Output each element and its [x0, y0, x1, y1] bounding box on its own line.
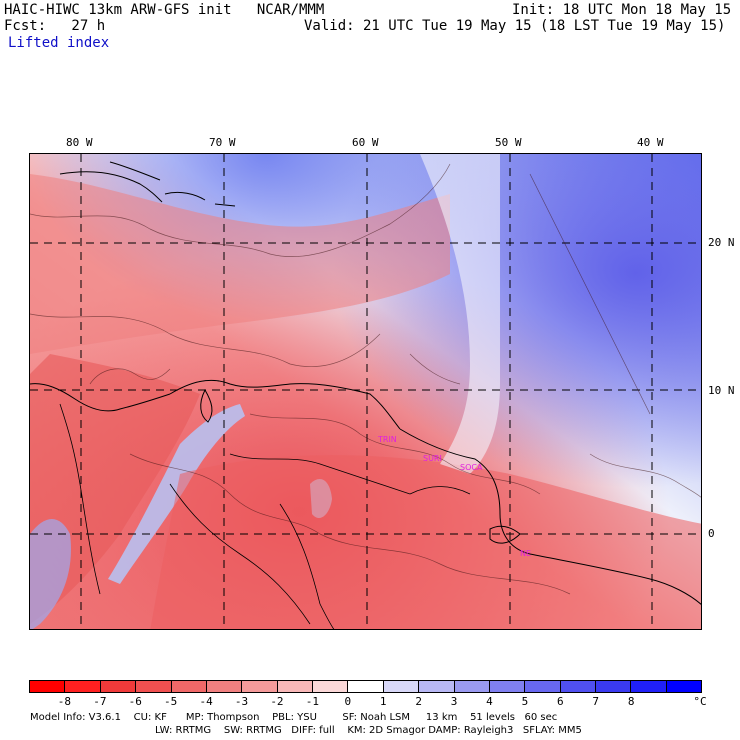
color-scale-segment — [206, 681, 243, 692]
color-scale-tick: 0 — [344, 695, 352, 708]
color-scale-segment — [454, 681, 490, 692]
lat-label-10n: 10 N — [708, 384, 735, 397]
color-scale-tick: 8 — [627, 695, 635, 708]
color-scale-tick: 7 — [592, 695, 600, 708]
station-trin: TRIN — [377, 435, 397, 444]
color-scale-tick: -8 — [57, 695, 72, 708]
color-scale-segment — [631, 681, 667, 692]
color-scale-tick: 2 — [415, 695, 422, 708]
color-scale-segment — [489, 681, 526, 692]
lon-label-60w: 60 W — [352, 136, 379, 149]
color-scale-tick: -5 — [164, 695, 178, 708]
color-scale-tick: 1 — [379, 695, 387, 708]
lifted-index-map: TRIN SURI SOCA NE — [29, 153, 702, 630]
color-scale-tick: -3 — [234, 695, 249, 708]
color-scale-tick: -4 — [199, 695, 213, 708]
lon-label-40w: 40 W — [637, 136, 664, 149]
color-scale-tick: -1 — [305, 695, 319, 708]
color-scale-segment — [277, 681, 313, 692]
color-scale-segment — [666, 681, 702, 692]
lon-label-80w: 80 W — [66, 136, 93, 149]
color-scale-segment — [560, 681, 596, 692]
coastlines — [30, 161, 701, 629]
color-scale-segment — [171, 681, 207, 692]
color-scale-segment — [419, 681, 455, 692]
lon-label-50w: 50 W — [495, 136, 522, 149]
color-scale-tick: -2 — [270, 695, 284, 708]
forecast-hour: Fcst: 27 h — [4, 18, 106, 34]
color-scale-tick: 6 — [557, 695, 564, 708]
color-scale-segment — [136, 681, 172, 692]
field-name: Lifted index — [8, 35, 110, 51]
lat-label-20n: 20 N — [708, 236, 735, 249]
color-scale-segment — [30, 681, 66, 692]
model-info-line2: LW: RRTMG SW: RRTMG DIFF: full KM: 2D Sm… — [155, 725, 582, 736]
color-scale-tick: -7 — [93, 695, 107, 708]
lon-label-70w: 70 W — [209, 136, 236, 149]
map-title: HAIC-HIWC 13km ARW-GFS init NCAR/MMM — [4, 2, 325, 18]
station-soca: SOCA — [460, 463, 483, 472]
graticule — [30, 154, 701, 629]
color-scale-tick: 5 — [521, 695, 529, 708]
lat-label-0: 0 — [708, 527, 715, 540]
color-scale-segment — [242, 681, 278, 692]
station-ne: NE — [520, 549, 531, 558]
color-scale-unit: °C — [693, 695, 707, 708]
station-suri: SURI — [423, 454, 442, 463]
color-scale-segment — [65, 681, 101, 692]
color-scale-tick: -6 — [128, 695, 142, 708]
color-scale-segment — [383, 681, 420, 692]
map-canvas: TRIN SURI SOCA NE — [30, 154, 701, 629]
contour-lines — [30, 163, 701, 595]
color-scale-segment — [596, 681, 632, 692]
color-scale-segment — [100, 681, 137, 692]
color-scale-segment — [313, 681, 349, 692]
color-scale-tick: 4 — [486, 695, 493, 708]
init-time: Init: 18 UTC Mon 18 May 15 — [512, 2, 732, 18]
color-scale-tick: 3 — [450, 695, 458, 708]
valid-time: Valid: 21 UTC Tue 19 May 15 (18 LST Tue … — [304, 18, 726, 34]
model-info-line1: Model Info: V3.6.1 CU: KF MP: Thompson P… — [30, 712, 558, 723]
color-scale-segment — [348, 681, 384, 692]
color-scale-segment — [525, 681, 561, 692]
color-scale-bar — [29, 680, 702, 693]
